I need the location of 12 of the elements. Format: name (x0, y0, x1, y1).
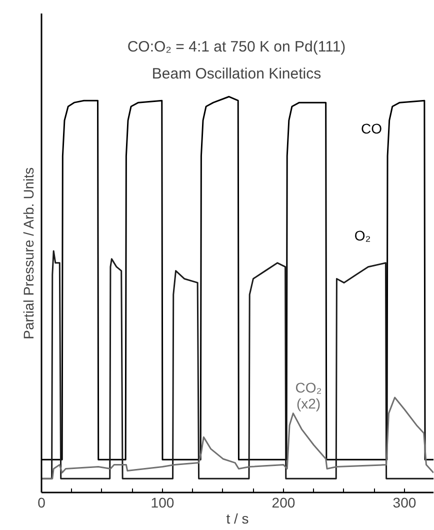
x-tick-label: 300 (392, 494, 416, 510)
annotation: CO₂ (295, 380, 322, 396)
x-tick-label: 200 (272, 494, 296, 510)
annotation: O₂ (354, 228, 371, 244)
x-tick-label: 0 (38, 494, 46, 510)
annotation: CO (361, 120, 382, 136)
annotation: (x2) (296, 396, 321, 412)
x-tick-label: 100 (150, 494, 174, 510)
x-axis-title: t / s (226, 510, 249, 526)
y-axis-title: Partial Pressure / Arb. Units (20, 167, 36, 340)
chart-title: CO:O₂ = 4:1 at 750 K on Pd(111) (127, 38, 346, 56)
chart-subtitle: Beam Oscillation Kinetics (152, 66, 322, 82)
